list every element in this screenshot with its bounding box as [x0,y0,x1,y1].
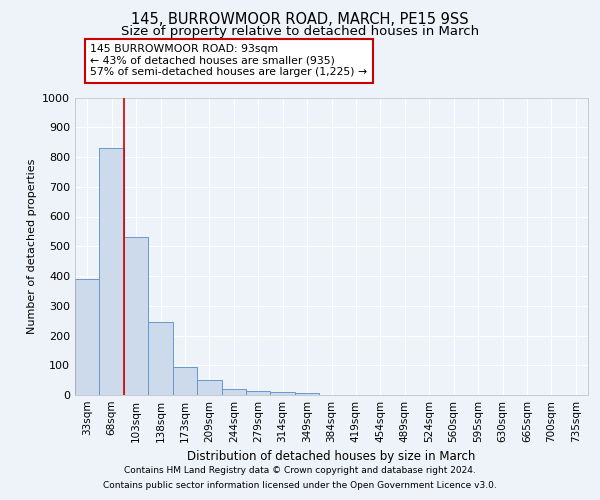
Bar [271,392,295,395]
Text: 145, BURROWMOOR ROAD, MARCH, PE15 9SS: 145, BURROWMOOR ROAD, MARCH, PE15 9SS [131,12,469,28]
Bar [148,322,173,395]
Bar [100,148,124,395]
Bar [75,279,100,395]
Bar [173,366,197,395]
Y-axis label: Number of detached properties: Number of detached properties [26,158,37,334]
X-axis label: Distribution of detached houses by size in March: Distribution of detached houses by size … [187,450,476,464]
Text: Contains HM Land Registry data © Crown copyright and database right 2024.: Contains HM Land Registry data © Crown c… [124,466,476,475]
Text: Contains public sector information licensed under the Open Government Licence v3: Contains public sector information licen… [103,481,497,490]
Text: Size of property relative to detached houses in March: Size of property relative to detached ho… [121,25,479,38]
Text: 145 BURROWMOOR ROAD: 93sqm
← 43% of detached houses are smaller (935)
57% of sem: 145 BURROWMOOR ROAD: 93sqm ← 43% of deta… [91,44,368,77]
Bar [246,391,271,395]
Bar [295,392,319,395]
Bar [221,389,246,395]
Bar [124,238,148,395]
Bar [197,380,221,395]
